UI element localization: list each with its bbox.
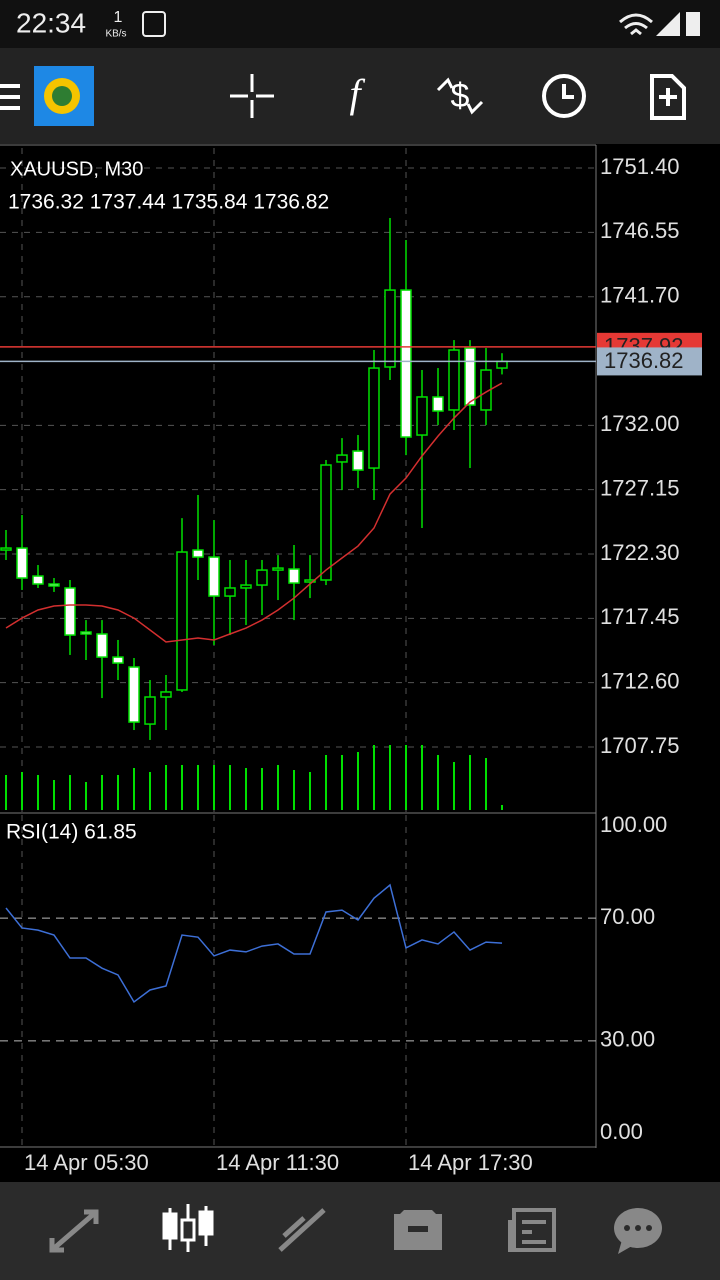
history-tab[interactable] xyxy=(394,1210,442,1250)
candle-body xyxy=(304,579,316,583)
y-tick-label: 1727.15 xyxy=(600,475,680,500)
candle-body xyxy=(240,584,252,589)
candle-body xyxy=(496,360,508,369)
candle-body xyxy=(256,569,268,586)
candle-body xyxy=(160,691,172,698)
trade-tab[interactable] xyxy=(278,1208,326,1252)
y-tick-label: 1717.45 xyxy=(600,604,680,629)
bottom-nav xyxy=(0,1182,720,1280)
candle-body xyxy=(224,587,236,597)
y-tick-label: 1707.75 xyxy=(600,733,680,758)
rsi-tick-label: 0.00 xyxy=(600,1119,643,1144)
status-time: 22:34 xyxy=(16,7,86,38)
chat-tab[interactable] xyxy=(614,1208,662,1254)
labels: 1751.40 1746.55 1741.70 1732.00 1727.15 1722.… xyxy=(24,154,702,1175)
candle-body xyxy=(48,583,60,587)
app-icon[interactable] xyxy=(34,66,94,126)
candle-body xyxy=(384,289,396,368)
candle-body xyxy=(368,367,380,469)
status-bar xyxy=(0,0,720,48)
chart-tab[interactable] xyxy=(162,1204,214,1252)
signal-icon xyxy=(656,12,680,36)
rsi-tick-label: 100.00 xyxy=(600,812,667,837)
x-tick-label: 14 Apr 17:30 xyxy=(408,1150,533,1175)
candle-body xyxy=(144,696,156,725)
candle-body xyxy=(336,454,348,463)
candle-body xyxy=(400,289,412,438)
moving-average-line xyxy=(5,382,503,643)
price-tag-label: 1736.82 xyxy=(604,348,684,373)
toolbar xyxy=(0,48,720,144)
candle-body xyxy=(448,349,460,411)
rsi-line xyxy=(5,883,503,1004)
price-tag xyxy=(597,347,702,376)
rsi-tick-label: 30.00 xyxy=(600,1027,655,1052)
candle-body xyxy=(32,575,44,585)
y-tick-label: 1746.55 xyxy=(600,218,680,243)
candle-body xyxy=(112,656,124,664)
plot xyxy=(0,218,596,1004)
candle-body xyxy=(432,396,444,412)
candle-body xyxy=(416,396,428,436)
timeframe-button[interactable] xyxy=(542,74,586,118)
y-tick-label: 1741.70 xyxy=(600,283,680,308)
candle-body xyxy=(352,450,364,471)
battery-icon xyxy=(686,12,700,36)
rsi-tick-label: 70.00 xyxy=(600,904,655,929)
quotes-tab[interactable] xyxy=(49,1209,99,1253)
wifi-icon xyxy=(619,13,653,36)
candle-body xyxy=(320,464,332,581)
speed-unit: KB/s xyxy=(105,29,126,40)
x-tick-label: 14 Apr 11:30 xyxy=(216,1150,339,1175)
y-tick-label: 1751.40 xyxy=(600,154,680,179)
y-tick-label: 1722.30 xyxy=(600,540,680,565)
menu-button[interactable] xyxy=(0,84,20,110)
candle-body xyxy=(192,549,204,558)
candle-body xyxy=(128,666,140,723)
notification-icon xyxy=(142,11,166,37)
trade-button[interactable]: $ xyxy=(436,77,484,115)
candle-body xyxy=(176,551,188,691)
y-tick-label: 1732.00 xyxy=(600,411,680,436)
candle-body xyxy=(208,556,220,597)
candle-body xyxy=(16,547,28,579)
candle-body xyxy=(80,631,92,635)
grid xyxy=(0,148,596,1145)
y-tick-label: 1712.60 xyxy=(600,668,680,693)
candle-body xyxy=(272,567,284,571)
candle-body xyxy=(288,568,300,584)
candle-body xyxy=(464,347,476,406)
svg-text:$: $ xyxy=(451,77,470,115)
crosshair-button[interactable] xyxy=(230,74,274,118)
ohlc-header: 1736.32 1737.44 1735.84 1736.82 xyxy=(8,191,329,214)
rsi-label: RSI(14) 61.85 xyxy=(6,821,137,844)
chart-title: XAUUSD, M30 xyxy=(10,158,143,180)
new-order-button[interactable] xyxy=(650,74,686,120)
candle-body xyxy=(0,547,12,551)
candle-body xyxy=(64,587,76,636)
news-tab[interactable] xyxy=(508,1208,556,1252)
candle-body xyxy=(96,633,108,658)
speed-value: 1 xyxy=(114,9,123,26)
x-tick-label: 14 Apr 05:30 xyxy=(24,1150,149,1175)
